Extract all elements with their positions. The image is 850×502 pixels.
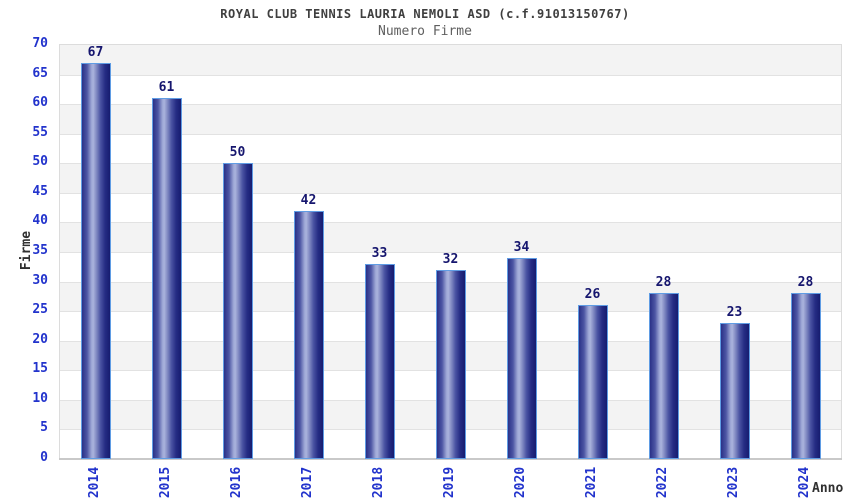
background-band — [60, 133, 841, 164]
x-tick-label-text: 2021 — [584, 466, 599, 498]
background-band — [60, 45, 841, 75]
gridline — [60, 192, 841, 194]
x-tick-label: 2021 — [572, 462, 612, 502]
x-axis-title: Anno — [812, 481, 844, 496]
y-tick-label: 65 — [32, 65, 48, 81]
background-band — [60, 222, 841, 252]
x-tick-label-text: 2017 — [300, 466, 315, 498]
background-band — [60, 74, 841, 105]
bar-2022 — [648, 293, 679, 459]
bar-2015 — [151, 98, 182, 459]
y-tick-label: 35 — [32, 243, 48, 258]
bar-2024 — [790, 293, 821, 459]
background-band — [60, 163, 841, 193]
y-tick-label: 10 — [32, 390, 48, 406]
bar-value-label: 23 — [726, 304, 743, 320]
bar-2019 — [435, 269, 466, 459]
background-band — [60, 192, 841, 223]
gridline — [60, 104, 841, 106]
y-tick-label: 50 — [32, 154, 48, 170]
x-tick-label-text: 2019 — [442, 466, 457, 498]
bar-2017 — [293, 210, 324, 459]
bar-value-label: 28 — [655, 275, 672, 291]
y-tick-label: 30 — [32, 272, 48, 288]
bar-2014 — [80, 62, 111, 459]
chart-title: ROYAL CLUB TENNIS LAURIA NEMOLI ASD (c.f… — [220, 7, 630, 21]
bar-value-label: 26 — [584, 287, 601, 303]
gridline — [60, 163, 841, 165]
y-tick-label: 15 — [32, 361, 48, 377]
x-tick-label-text: 2014 — [87, 466, 102, 498]
x-tick-label: 2020 — [501, 462, 541, 502]
bar-value-label: 28 — [797, 275, 814, 291]
x-axis-line — [59, 458, 842, 460]
bar-2018 — [364, 263, 395, 459]
y-tick-label: 25 — [32, 302, 48, 318]
bar-value-label: 42 — [300, 192, 317, 208]
y-tick-label: 0 — [40, 450, 48, 465]
x-tick-label: 2019 — [430, 462, 470, 502]
x-axis-tick-labels: 2014 2015 2016 2017 2018 2019 2020 2021 2022 2023… — [59, 462, 840, 502]
x-tick-label-text: 2023 — [726, 466, 741, 498]
x-tick-label: 2016 — [217, 462, 257, 502]
bar-2021 — [577, 305, 608, 459]
background-band — [60, 104, 841, 134]
gridline — [60, 222, 841, 224]
x-tick-label: 2022 — [643, 462, 683, 502]
y-tick-label: 55 — [32, 124, 48, 140]
y-tick-label: 60 — [32, 95, 48, 111]
y-tick-label: 20 — [32, 331, 48, 347]
gridline — [60, 252, 841, 253]
gridline — [60, 74, 841, 76]
bar-2016 — [222, 163, 253, 459]
y-tick-label: 45 — [32, 183, 48, 199]
x-tick-label: 2014 — [75, 462, 115, 502]
bar-2023 — [719, 322, 750, 459]
y-tick-label: 40 — [32, 213, 48, 229]
chart-subtitle: Numero Firme — [378, 24, 472, 39]
x-tick-label: 2015 — [146, 462, 186, 502]
bar-value-label: 32 — [442, 251, 459, 267]
x-tick-label: 2017 — [288, 462, 328, 502]
y-tick-label: 5 — [40, 420, 48, 436]
bar-2020 — [506, 257, 537, 459]
plot-area: 67 61 50 42 33 32 34 26 28 23 28 — [59, 44, 842, 460]
x-tick-label: 2018 — [359, 462, 399, 502]
bar-value-label: 34 — [513, 239, 530, 255]
bar-value-label: 33 — [371, 245, 388, 261]
y-axis-tick-labels: 0 5 10 15 20 25 30 35 40 45 50 55 60 65 70 — [0, 36, 52, 465]
bar-value-label: 61 — [158, 80, 175, 96]
x-tick-label-text: 2016 — [229, 466, 244, 498]
x-tick-label-text: 2020 — [513, 466, 528, 498]
x-tick-label-text: 2018 — [371, 466, 386, 498]
x-tick-label-text: 2022 — [655, 466, 670, 498]
x-tick-label: 2023 — [714, 462, 754, 502]
x-tick-label-text: 2015 — [158, 466, 173, 498]
bar-value-label: 67 — [87, 44, 104, 60]
gridline — [60, 133, 841, 135]
x-tick-label-text: 2024 — [797, 466, 812, 498]
bar-value-label: 50 — [229, 145, 246, 161]
y-tick-label: 70 — [32, 36, 48, 51]
